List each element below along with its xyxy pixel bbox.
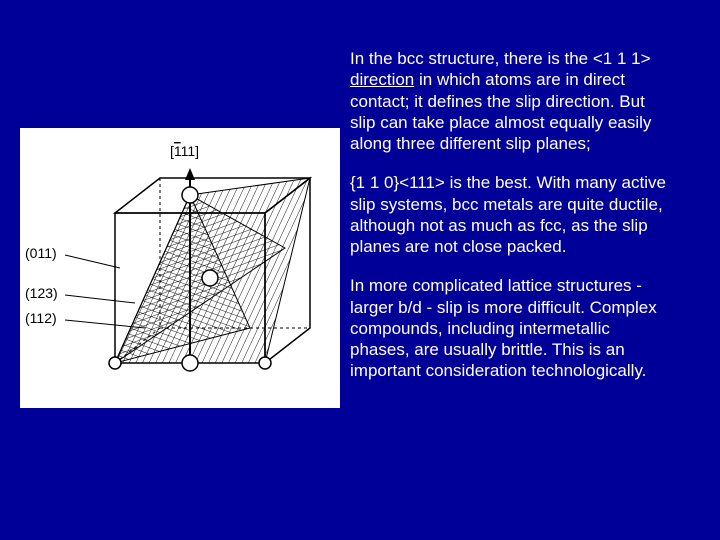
slide-container: [111] (011) (123) (112) In the bcc struc… [0, 0, 720, 540]
atom-center [202, 270, 218, 286]
plane-label-011: (011) [25, 245, 57, 261]
p1-text-a: In the bcc structure, there is the <1 1 … [350, 49, 651, 68]
bcc-slip-figure: [111] (011) (123) (112) [20, 128, 340, 408]
atom-top [182, 187, 198, 203]
bcc-diagram-svg: [111] (011) (123) (112) [20, 128, 340, 408]
plane-label-112: (112) [25, 310, 57, 326]
atom-bottom [182, 355, 198, 371]
direction-label: [111] [170, 143, 199, 159]
paragraph-2: {1 1 0}<111> is the best. With many acti… [350, 172, 670, 257]
paragraph-1: In the bcc structure, there is the <1 1 … [350, 48, 670, 154]
text-column: In the bcc structure, there is the <1 1 … [350, 48, 700, 400]
p1-underline: direction [350, 70, 414, 89]
plane-label-123: (123) [25, 285, 58, 301]
paragraph-3: In more complicated lattice structures -… [350, 275, 670, 381]
